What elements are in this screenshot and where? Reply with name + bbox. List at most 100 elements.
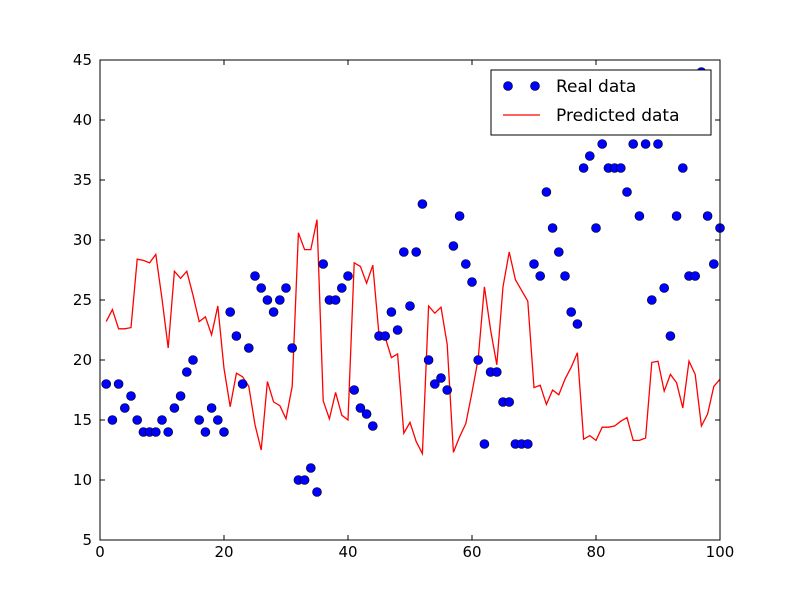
legend-marker-real-1 [503, 81, 513, 91]
real-data-point [411, 247, 422, 257]
real-data-point [622, 187, 632, 197]
real-data-point [690, 271, 701, 281]
real-data-point [274, 295, 285, 305]
real-data-point [107, 415, 118, 425]
series-layer [101, 67, 725, 497]
real-data-point [231, 331, 242, 341]
real-data-point [615, 163, 626, 173]
real-data-point [312, 487, 322, 497]
real-data-point [640, 139, 651, 149]
real-data-point [343, 271, 353, 281]
real-data-point [423, 355, 434, 365]
y-tick-label: 35 [73, 171, 92, 189]
real-data-point [560, 271, 570, 281]
real-data-point [529, 259, 539, 269]
ticks-layer: 0 20 40 60 80 100 5 10 15 20 25 30 35 40 45 [73, 51, 734, 561]
real-data-point [355, 403, 366, 413]
real-data-point [336, 283, 347, 293]
real-data-point [659, 283, 670, 293]
y-tick-label: 45 [73, 51, 92, 69]
real-data-point [522, 439, 533, 449]
predicted-data-line [105, 219, 721, 457]
real-data-point [219, 427, 229, 437]
real-data-point [175, 391, 186, 401]
real-data-point [547, 223, 558, 233]
real-data-point [157, 415, 167, 425]
real-data-point [126, 391, 136, 401]
x-tick-label: 40 [338, 543, 357, 561]
real-data-point [244, 343, 254, 353]
real-data-point [318, 259, 329, 269]
real-data-point [572, 319, 583, 329]
real-data-point [188, 355, 198, 365]
plot-area [100, 60, 720, 540]
real-data-point [429, 379, 440, 389]
real-data-point [653, 139, 663, 149]
real-data-point [702, 211, 713, 221]
real-data-point [398, 247, 409, 257]
y-tick-label: 15 [73, 411, 92, 429]
real-data-point [454, 211, 465, 221]
real-data-point [708, 259, 719, 269]
legend-label-real: Real data [556, 77, 636, 97]
real-data-point [405, 301, 415, 311]
real-data-point [646, 295, 657, 305]
real-data-point [491, 367, 502, 377]
x-tick-label: 0 [95, 543, 105, 561]
x-tick-label: 60 [462, 543, 481, 561]
real-data-point [237, 379, 248, 389]
x-tick-label: 100 [706, 543, 735, 561]
real-data-point [380, 331, 391, 341]
plot-frame [99, 59, 721, 541]
real-data-point [163, 427, 173, 437]
y-tick-label: 25 [73, 291, 92, 309]
real-data-point [194, 415, 204, 425]
real-data-point [597, 139, 608, 149]
real-data-point [584, 151, 595, 161]
y-tick-label: 30 [73, 231, 92, 249]
real-data-point [460, 259, 471, 269]
real-data-point [392, 325, 403, 335]
real-data-point [169, 403, 180, 413]
real-data-point [361, 409, 372, 419]
real-data-point [330, 295, 341, 305]
real-data-point [467, 277, 477, 287]
real-data-point [349, 385, 360, 395]
real-data-point [634, 211, 645, 221]
real-data-point [200, 427, 211, 437]
real-data-point [132, 415, 142, 425]
real-data-point [386, 307, 397, 317]
x-tick-label: 20 [214, 543, 233, 561]
real-data-point [268, 307, 279, 317]
real-data-point [436, 373, 446, 383]
real-data-point [113, 379, 124, 389]
legend-marker-real-2 [530, 81, 540, 91]
real-data-point [151, 427, 161, 437]
real-data-point [442, 385, 453, 395]
real-data-point [281, 283, 291, 293]
real-data-point [256, 283, 267, 293]
real-data-point [628, 139, 639, 149]
real-data-point [504, 397, 515, 407]
real-data-point [213, 415, 223, 425]
real-data-point [566, 307, 577, 317]
legend-box [490, 69, 712, 136]
real-data-point [541, 187, 552, 197]
legend-label-predicted: Predicted data [556, 106, 680, 126]
real-data-point [101, 379, 111, 389]
real-data-point [206, 403, 217, 413]
real-data-point [182, 367, 192, 377]
x-tick-label: 80 [586, 543, 605, 561]
real-data-point [591, 223, 601, 233]
real-data-point [299, 475, 310, 485]
real-data-point [120, 403, 130, 413]
real-data-point [677, 163, 688, 173]
real-data-point [671, 211, 682, 221]
legend: Real data Predicted data [490, 69, 712, 136]
real-data-point [553, 247, 564, 257]
real-data-point [417, 199, 428, 209]
real-data-point [250, 271, 260, 281]
real-data-point [665, 331, 676, 341]
real-data-point [262, 295, 273, 305]
